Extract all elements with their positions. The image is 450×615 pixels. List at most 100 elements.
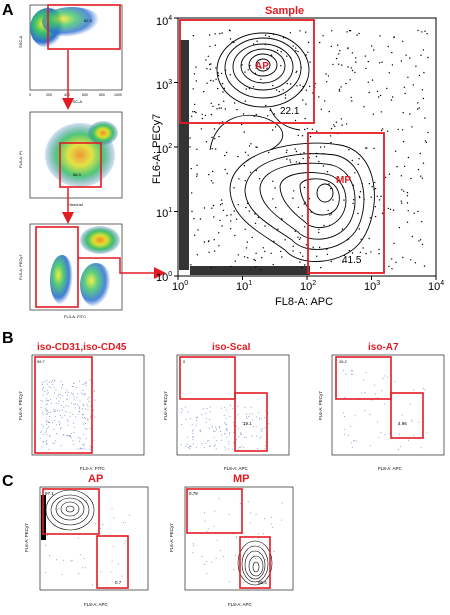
scatter-dot [61,409,63,411]
scatter-dot [215,67,217,69]
scatter-dot [302,99,304,101]
scatter-dot [328,110,330,113]
scatter-dot [271,526,273,528]
scatter-dot [246,417,248,419]
scatter-dot [70,392,72,394]
scatter-dot [371,45,373,47]
panel-c-plot-mp-frame [184,486,294,591]
scatter-dot [218,426,220,428]
panel-b-plot-2: iso-ScaI 0 19.1 FL6-A: PECy7 FL8-A: APC [163,342,290,471]
y-tick-label: 103 [156,79,172,92]
scatter-dot [217,72,219,74]
scatter-dot [352,373,354,375]
scatter-dot [326,253,328,256]
scatter-dot [226,429,227,431]
thumb-1-density-b [42,7,102,37]
scatter-dot [257,448,258,450]
scatter-dot [267,115,269,117]
scatter-dot [400,175,403,177]
scatter-dot [190,264,192,266]
scatter-dot [230,404,231,406]
scatter-dot [394,381,396,383]
scatter-dot [356,440,357,442]
scatter-dot [62,384,64,386]
scatter-dot [252,426,254,428]
scatter-dot [422,49,425,51]
scatter-dot [47,392,49,393]
scatter-dot [330,141,332,144]
scatter-dot [255,169,257,172]
scatter-dot [299,30,301,32]
scatter-dot [66,398,68,400]
scatter-dot [54,410,56,412]
scatter-dot [330,260,332,263]
scatter-dot [297,50,299,53]
scatter-dot [121,575,123,577]
scatter-dot [216,539,218,541]
scatter-dot [237,414,239,416]
scatter-dot [201,414,203,416]
scatter-dot [235,537,237,539]
scatter-dot [59,394,61,396]
scatter-dot [322,165,325,167]
scatter-dot [87,405,89,407]
main-gate-mp-value: 41.5 [342,255,362,266]
scatter-dot [199,431,201,433]
scatter-dot [338,88,341,91]
scatter-dot [233,442,235,444]
scatter-dot [72,394,74,396]
scatter-dot [346,31,348,33]
scatter-dot [93,439,95,441]
scatter-dot [406,192,409,194]
scatter-dot [192,543,194,545]
scatter-dot [419,152,421,155]
scatter-dot [246,416,248,418]
scatter-dot [284,94,287,96]
scatter-dot [42,441,44,443]
scatter-dot [420,54,422,56]
scatter-dot [72,414,74,416]
scatter-dot [208,251,210,253]
scatter-dot [381,212,384,214]
scatter-dot [373,147,375,149]
scatter-dot [252,86,255,88]
scatter-dot [110,571,112,573]
panel-c-plot-ap-gate-1 [42,488,100,535]
panel-c-mp-contours [237,540,273,586]
scatter-dot [349,79,351,81]
scatter-dot [70,437,72,439]
main-ap-contours [216,32,310,108]
scatter-dot [402,256,404,259]
panel-c-plot-mp-xlabel: FL8-A: APC [228,602,253,607]
scatter-dot [111,560,113,562]
scatter-dot [222,91,224,93]
scatter-dot [265,104,267,107]
scatter-dot [87,409,89,411]
scatter-dot [92,584,93,586]
scatter-dot [237,428,239,429]
scatter-dot [218,135,220,138]
y-tick-label: 100 [156,271,172,284]
scatter-dot [53,428,55,430]
scatter-dot [292,250,294,252]
scatter-dot [46,535,48,537]
scatter-dot [85,408,87,410]
scatter-dot [264,518,265,520]
main-gate-mp [307,132,385,274]
scatter-dot [82,408,83,410]
scatter-dot [209,419,211,421]
scatter-dot [280,65,282,67]
scatter-dot [408,439,409,441]
scatter-dot [259,66,261,69]
panel-c-plot-mp: MP 0.78 95.4 FL6-A: PECy7 FL8-A: APC [169,473,294,607]
scatter-dot [78,437,80,439]
scatter-dot [80,518,82,520]
scatter-dot [340,86,342,88]
scatter-dot [360,238,362,240]
scatter-dot [194,110,196,113]
scatter-dot [210,63,212,65]
scatter-dot [73,396,75,398]
scatter-dot [244,423,246,425]
scatter-dot [378,199,381,201]
scatter-dot [370,196,372,198]
